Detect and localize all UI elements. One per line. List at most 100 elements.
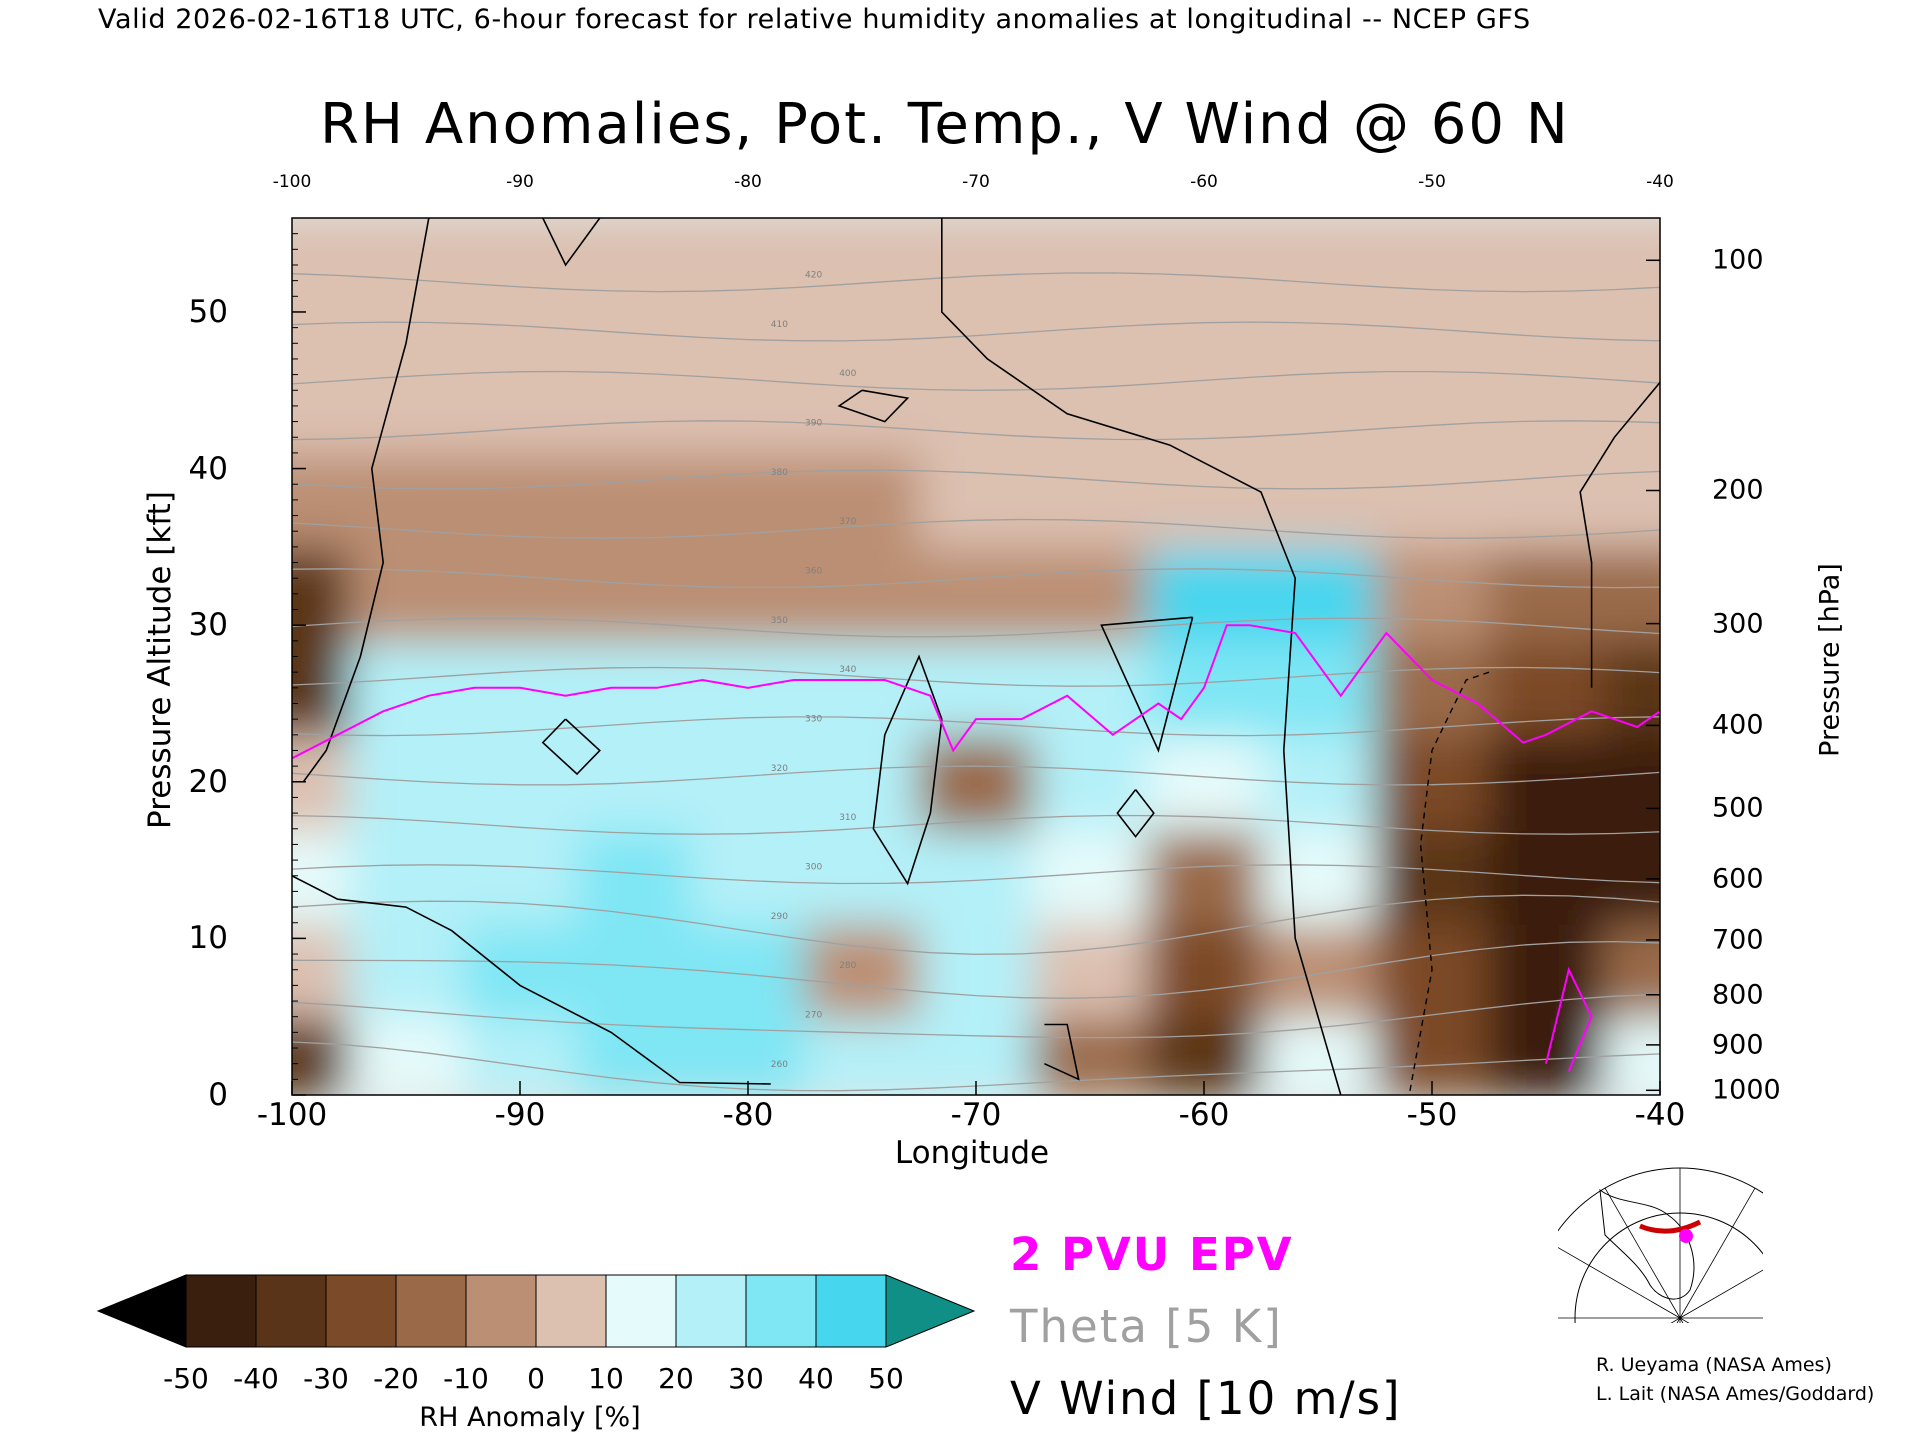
rh-cell (1603, 270, 1660, 361)
rh-cell (1147, 450, 1262, 549)
x-tick-label: -100 (256, 1097, 328, 1133)
rh-cell (919, 826, 1034, 925)
theta-contour (292, 469, 1660, 490)
rh-cell (805, 638, 920, 737)
colorbar-swatch (535, 1274, 607, 1348)
inset-map-pv-marker (1679, 1229, 1693, 1243)
colorbar-swatch (465, 1274, 537, 1348)
theta-contour (292, 940, 1660, 999)
theta-contour (292, 370, 1660, 391)
rh-cell (577, 218, 692, 275)
x-top-tick-label: -100 (272, 172, 312, 192)
rh-cell (1489, 450, 1604, 549)
rh-cell (349, 270, 464, 361)
chart-title: RH Anomalies, Pot. Temp., V Wind @ 60 N (320, 92, 1570, 157)
pressure-tick-label: 100 (1712, 244, 1764, 276)
rh-cell (1603, 218, 1660, 275)
rh-cell (691, 450, 806, 549)
v-wind-contour (941, 218, 1342, 1095)
rh-cell (1603, 826, 1660, 925)
rh-cell (1603, 920, 1660, 1019)
rh-cell (691, 356, 806, 455)
pressure-tick-label: 400 (1712, 709, 1764, 741)
colorbar-swatch (675, 1274, 747, 1348)
y-tick-label: 0 (208, 1077, 228, 1113)
rh-cell (1489, 544, 1604, 643)
theta-contour (292, 568, 1660, 589)
inset-map-meridian (1679, 1317, 1684, 1323)
rh-cell (1033, 732, 1148, 831)
x-top-tick-label: -40 (1646, 172, 1674, 192)
rh-cell (1147, 826, 1262, 925)
rh-cell (919, 920, 1034, 1019)
rh-cell (349, 544, 464, 643)
rh-cell (1489, 826, 1604, 925)
v-wind-contour (302, 218, 430, 783)
v-wind-contour (292, 875, 771, 1085)
x-tick-label: -50 (1406, 1097, 1458, 1133)
legend-pvu: 2 PVU EPV (1010, 1228, 1294, 1281)
rh-cell (919, 270, 1034, 361)
rh-cell (1375, 218, 1490, 275)
v-wind-negative-contour (1408, 671, 1490, 1095)
rh-cell (805, 544, 920, 643)
x-top-tick-label: -70 (962, 172, 990, 192)
rh-cell (463, 450, 578, 549)
y-tick-label: 50 (188, 293, 228, 330)
colorbar-swatch (255, 1274, 327, 1348)
rh-cell (1261, 638, 1376, 737)
x-tick-label: -80 (722, 1097, 774, 1133)
credit-author-1: R. Ueyama (NASA Ames) (1596, 1354, 1832, 1376)
rh-cell (292, 544, 350, 643)
theta-contour-label: 400 (839, 369, 856, 379)
v-wind-contour (541, 718, 601, 776)
colorbar-tick-label: 20 (658, 1362, 694, 1395)
theta-contour (292, 666, 1660, 687)
rh-cell (292, 638, 350, 737)
rh-cell (349, 826, 464, 925)
rh-cell (805, 826, 920, 925)
rh-cell (292, 920, 350, 1019)
theta-contour-label: 300 (805, 862, 822, 872)
rh-cell (1147, 218, 1262, 275)
theta-contour (292, 765, 1660, 786)
theta-contour-label: 290 (771, 912, 788, 922)
colorbar-tick-label: 30 (728, 1362, 764, 1395)
rh-cell (1033, 270, 1148, 361)
theta-contour-label: 270 (805, 1010, 822, 1020)
pressure-tick-label: 900 (1712, 1029, 1764, 1061)
rh-cell (919, 356, 1034, 455)
pressure-tick-label: 200 (1712, 474, 1764, 506)
colorbar-swatch (395, 1274, 467, 1348)
rh-cell (691, 544, 806, 643)
rh-cell (1033, 218, 1148, 275)
rh-cell (577, 1014, 692, 1095)
location-map-inset (1558, 1167, 1763, 1323)
rh-cell (292, 450, 350, 549)
colorbar-tick-label: 10 (588, 1362, 624, 1395)
rh-cell (1375, 826, 1490, 925)
rh-cell (1489, 218, 1604, 275)
rh-cell (292, 826, 350, 925)
theta-contour-label: 370 (839, 517, 856, 527)
theta-contour (292, 716, 1660, 737)
rh-cell (1375, 732, 1490, 831)
pv-2pvu-line (292, 624, 1660, 1072)
rh-cell (463, 218, 578, 275)
rh-cell (805, 1014, 920, 1095)
colorbar-tick-label: 50 (868, 1362, 904, 1395)
rh-cell (292, 356, 350, 455)
rh-cell (1375, 270, 1490, 361)
v-wind-contour (872, 654, 943, 886)
rh-cell (1147, 544, 1262, 643)
pv-2pvu-line (292, 624, 1660, 760)
x-tick-label: -70 (950, 1097, 1002, 1133)
rh-cell (1261, 826, 1376, 925)
theta-contour-label: 390 (805, 419, 822, 429)
pressure-tick-label: 1000 (1712, 1074, 1781, 1106)
rh-cell (919, 218, 1034, 275)
theta-contour-label: 310 (839, 813, 856, 823)
rh-cell (1033, 1014, 1148, 1095)
x-top-tick-label: -60 (1190, 172, 1218, 192)
